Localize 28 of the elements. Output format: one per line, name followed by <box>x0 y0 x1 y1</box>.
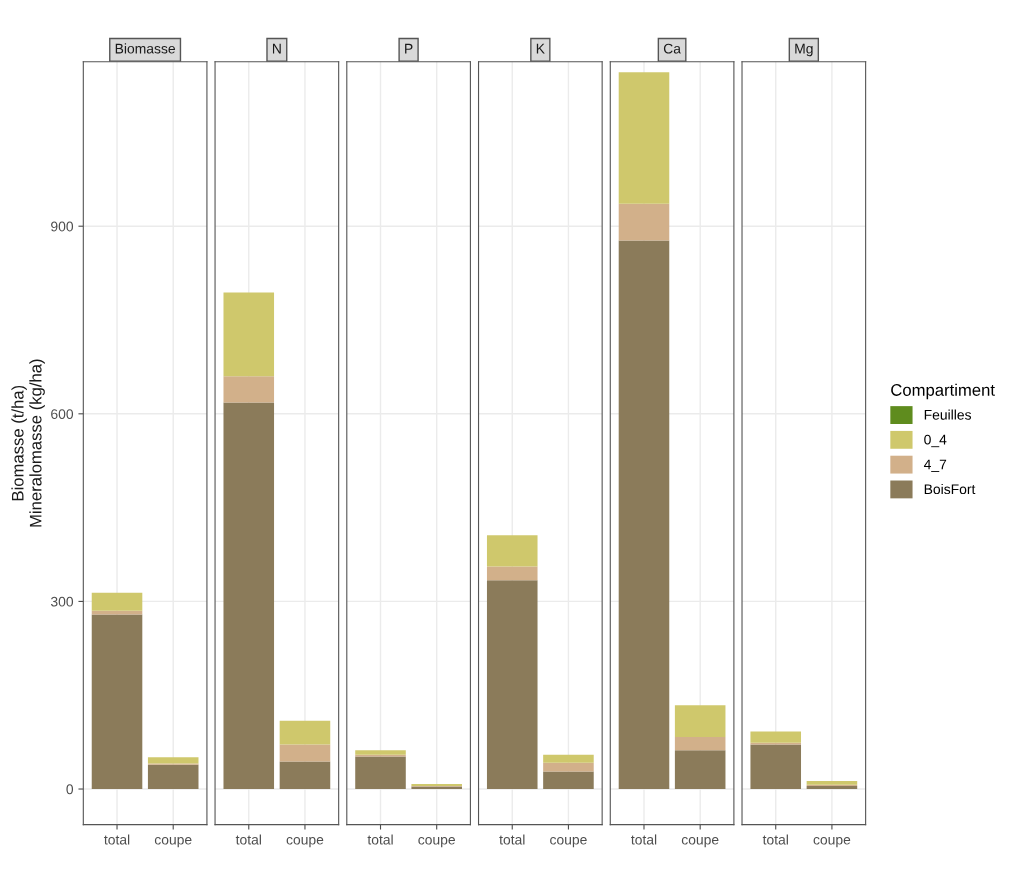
legend-title: Compartiment <box>891 383 995 400</box>
chart-title: Ca <box>663 43 681 54</box>
chart-title: K <box>536 43 545 54</box>
x-tick-label: coupe <box>681 836 719 848</box>
y-axis-title: Biomasse (t/ha) Mineralomasse (kg/ha) <box>11 359 45 527</box>
legend-label: BoisFort <box>924 483 976 495</box>
y-tick-label: 300 <box>50 596 74 607</box>
x-tick-label: coupe <box>154 836 192 848</box>
x-tick-label: coupe <box>418 836 455 848</box>
x-tick-label: total <box>499 834 525 845</box>
x-tick-label: coupe <box>550 836 587 848</box>
legend-label: 4_7 <box>923 459 947 472</box>
legend-label: 0_4 <box>924 434 947 448</box>
x-tick-label: total <box>631 834 657 845</box>
x-tick-label: total <box>762 834 788 845</box>
chart-title: Mg <box>795 43 813 57</box>
chart-title: Biomasse <box>115 43 175 54</box>
y-tick-label: 600 <box>51 409 74 419</box>
x-tick-label: total <box>235 834 261 845</box>
x-tick-label: coupe <box>813 836 851 848</box>
x-tick-label: coupe <box>286 836 324 848</box>
x-tick-label: total <box>367 834 393 845</box>
chart-title: P <box>405 43 413 54</box>
legend-label: Feuilles <box>924 409 972 420</box>
x-tick-label: total <box>104 834 130 845</box>
y-tick-label: 0 <box>66 784 74 795</box>
chart-title: N <box>272 43 281 54</box>
y-tick-label: 900 <box>51 221 74 232</box>
